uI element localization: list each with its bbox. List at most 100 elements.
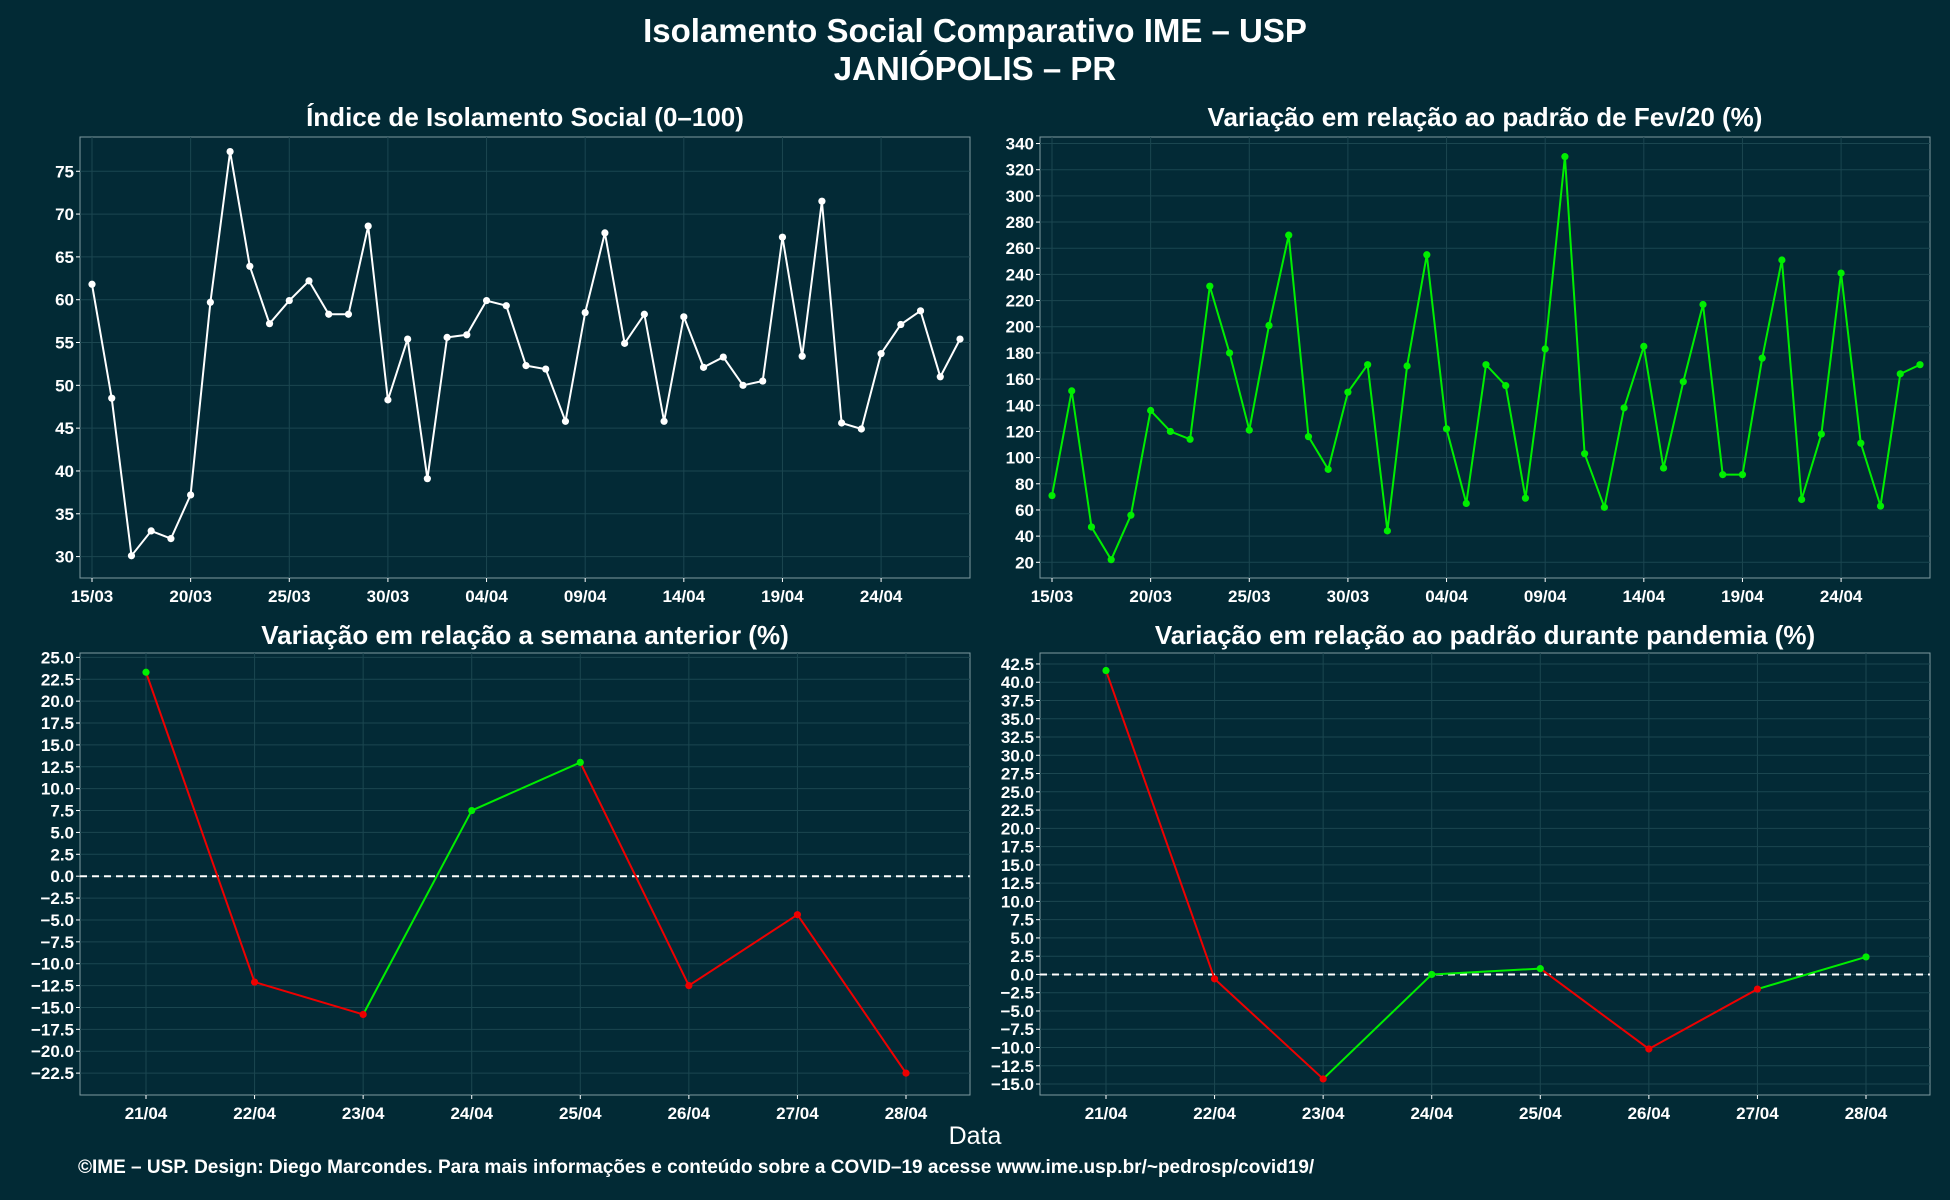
data-point <box>1319 1075 1327 1083</box>
y-tick-label: 240 <box>1006 265 1034 284</box>
data-point <box>877 350 885 358</box>
panel-frame-semana_anterior <box>79 652 971 1096</box>
y-tick-label: 5.0 <box>50 823 74 842</box>
figure-title: Isolamento Social Comparativo IME – USP <box>643 12 1307 49</box>
data-point <box>1738 471 1747 479</box>
data-point <box>1521 494 1530 502</box>
x-tick-label: 21/04 <box>1085 1104 1128 1123</box>
data-point <box>1857 439 1865 447</box>
data-point <box>1837 269 1845 277</box>
data-point <box>576 758 584 767</box>
y-tick-label: −7.5 <box>1000 1020 1034 1039</box>
y-tick-label: 140 <box>1006 396 1034 415</box>
y-tick-label: −15.0 <box>991 1075 1034 1094</box>
y-tick-label: 20 <box>1015 553 1034 572</box>
y-tick-label: 220 <box>1006 292 1034 311</box>
y-tick-label: −12.5 <box>31 977 74 996</box>
panel-title-semana-anterior: Variação em relação a semana anterior (%… <box>261 620 789 650</box>
panel-frame-fev20 <box>1039 136 1931 579</box>
y-tick-label: 27.5 <box>1001 765 1034 784</box>
data-point <box>793 911 802 919</box>
y-tick-label: −10.0 <box>991 1039 1034 1058</box>
x-tick-label: 20/03 <box>169 587 212 606</box>
x-tick-label: 23/04 <box>1302 1104 1345 1123</box>
data-point <box>250 978 259 986</box>
x-tick-label: 14/04 <box>1623 587 1666 606</box>
series-segment <box>1431 967 1541 976</box>
y-tick-label: −7.5 <box>40 933 74 952</box>
x-tick-label: 20/03 <box>1129 587 1172 606</box>
data-point <box>1719 471 1727 479</box>
x-tick-label: 30/03 <box>1327 587 1370 606</box>
y-tick-label: 40.0 <box>1001 673 1034 692</box>
y-tick-label: 10.0 <box>1001 892 1034 911</box>
data-point <box>561 417 570 425</box>
data-point <box>1147 406 1155 415</box>
data-point <box>1502 382 1510 390</box>
series-segment <box>1539 967 1650 1050</box>
y-tick-label: 75 <box>55 162 74 181</box>
data-point <box>364 222 372 230</box>
y-tick-label: 120 <box>1006 422 1034 441</box>
data-point <box>1102 666 1110 675</box>
data-point <box>187 491 195 499</box>
x-tick-label: 04/04 <box>465 587 508 606</box>
data-point <box>468 806 476 815</box>
series-segment <box>579 761 690 987</box>
data-point <box>1048 491 1056 500</box>
panel-title-isolamento: Índice de Isolamento Social (0–100) <box>306 102 744 132</box>
x-tick-label: 25/04 <box>1519 1104 1562 1123</box>
data-point <box>404 335 412 343</box>
y-tick-label: −20.0 <box>31 1042 74 1061</box>
panel-title-durante-pandemia: Variação em relação ao padrão durante pa… <box>1154 620 1816 650</box>
y-tick-label: 340 <box>1006 135 1034 154</box>
y-tick-label: 80 <box>1015 475 1034 494</box>
data-point <box>818 197 826 205</box>
series-segment <box>1648 988 1758 1050</box>
y-tick-label: 35.0 <box>1001 710 1034 729</box>
data-point <box>522 362 530 370</box>
data-point <box>147 527 155 535</box>
data-point <box>226 147 234 156</box>
data-point <box>246 262 254 270</box>
y-tick-label: 12.5 <box>1001 874 1034 893</box>
x-tick-label: 26/04 <box>668 1104 711 1123</box>
data-point <box>1640 342 1648 350</box>
panel-frame-durante_pandemia <box>1039 652 1931 1096</box>
y-tick-label: 12.5 <box>41 758 74 777</box>
data-point <box>621 339 629 347</box>
series-segment <box>1757 955 1867 991</box>
y-tick-label: 40 <box>55 462 74 481</box>
data-point <box>1442 425 1451 433</box>
data-point <box>1462 499 1470 508</box>
data-point <box>778 233 787 241</box>
y-tick-label: 180 <box>1006 344 1034 363</box>
y-tick-label: 0.0 <box>50 867 74 886</box>
data-point <box>1403 362 1411 370</box>
data-point <box>1876 502 1885 510</box>
data-point <box>167 535 175 543</box>
data-point <box>1210 975 1219 983</box>
y-tick-label: 60 <box>1015 501 1034 520</box>
y-tick-label: 70 <box>55 205 74 224</box>
data-point <box>1679 378 1687 386</box>
y-tick-label: 2.5 <box>1010 947 1034 966</box>
x-axis-label: Data <box>948 1122 1002 1150</box>
data-point <box>1068 387 1076 395</box>
data-point <box>1541 345 1549 353</box>
data-point <box>1916 361 1924 369</box>
x-tick-label: 15/03 <box>1031 587 1074 606</box>
y-tick-label: 35 <box>55 505 74 524</box>
y-tick-label: 50 <box>55 376 74 395</box>
data-point <box>482 296 491 305</box>
data-point <box>916 307 925 315</box>
x-tick-label: 24/04 <box>1410 1104 1453 1123</box>
data-point <box>956 335 964 343</box>
data-point <box>1778 256 1786 264</box>
data-point <box>1265 321 1273 330</box>
x-tick-label: 25/03 <box>268 587 311 606</box>
data-point <box>699 363 708 371</box>
y-tick-label: 37.5 <box>1001 691 1034 710</box>
y-tick-label: 15.0 <box>41 736 74 755</box>
data-point <box>344 310 353 318</box>
